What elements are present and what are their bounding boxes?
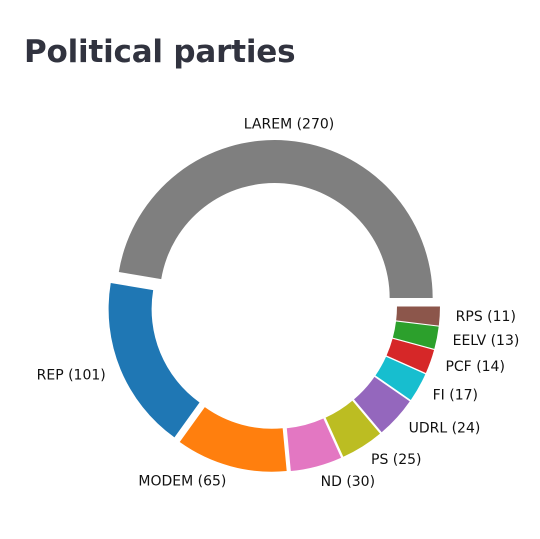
slice-rep xyxy=(108,283,200,438)
donut-labels: LAREM (270) REP (101) MODEM (65) ND (30) PS … xyxy=(37,117,520,490)
slice-rps xyxy=(396,306,440,326)
label-larem: LAREM (270) xyxy=(244,117,334,133)
label-rep: REP (101) xyxy=(37,367,106,383)
label-rps: RPS (11) xyxy=(456,309,516,325)
label-eelv: EELV (13) xyxy=(453,333,520,349)
label-modem: MODEM (65) xyxy=(138,474,226,490)
slice-larem xyxy=(118,140,433,299)
label-pcf: PCF (14) xyxy=(445,359,504,375)
label-ps: PS (25) xyxy=(371,452,422,468)
label-nd: ND (30) xyxy=(321,474,375,490)
label-udrl: UDRL (24) xyxy=(409,421,481,437)
label-fi: FI (17) xyxy=(433,387,478,403)
slice-modem xyxy=(179,407,287,472)
slice-fi xyxy=(375,356,426,400)
slice-pcf xyxy=(386,338,435,373)
slice-udrl xyxy=(353,376,410,433)
chart-title: Political parties xyxy=(24,34,296,70)
slice-nd xyxy=(286,418,342,472)
slice-eelv xyxy=(392,321,439,349)
donut-slices xyxy=(108,140,440,472)
slice-ps xyxy=(325,400,381,457)
